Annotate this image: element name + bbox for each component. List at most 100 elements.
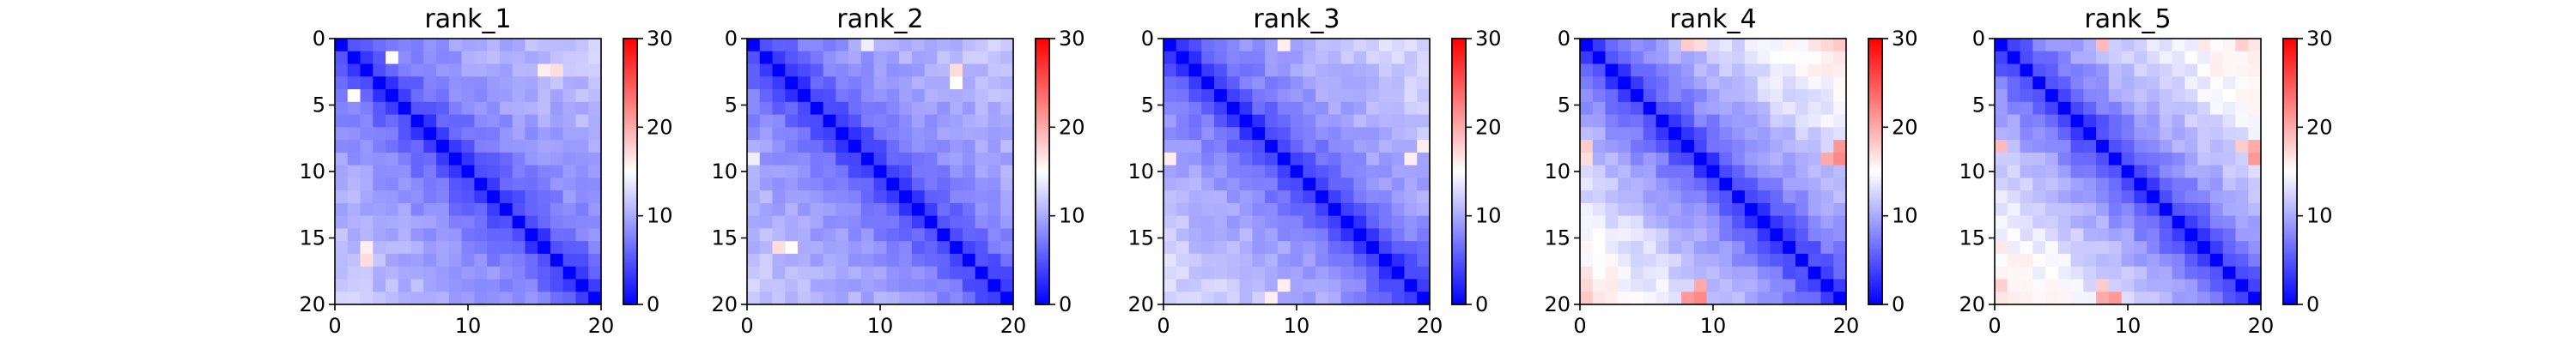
heatmap-cell [759,127,774,141]
heatmap-cell [1770,51,1783,65]
heatmap-cell [1795,76,1809,90]
heatmap-cell [1580,51,1594,65]
heatmap-cell [538,178,551,191]
heatmap-cell [360,140,374,153]
heatmap-cell [474,89,488,103]
heatmap-cell [1378,101,1393,116]
heatmap-cell [975,165,989,178]
heatmap-cell [1277,215,1291,230]
heatmap-cell [1290,241,1303,255]
heatmap-cell [1265,127,1279,141]
heatmap-cell [2108,76,2123,90]
heatmap-cell [860,253,875,268]
heatmap-cell [562,39,577,52]
heatmap-cell [448,39,463,52]
heatmap-cell [848,76,862,90]
heatmap-cell [1366,292,1380,305]
heatmap-cell [2096,39,2110,52]
heatmap-cell [848,114,862,128]
heatmap-cell [1366,51,1380,65]
heatmap-cell [924,39,939,52]
heatmap-cell [747,51,761,65]
heatmap-cell [1201,165,1215,178]
heatmap-cell [1795,63,1809,77]
heatmap-cell [1303,101,1316,116]
heatmap-cell [886,39,900,52]
heatmap-cell [461,152,475,166]
heatmap-cell [1252,178,1266,191]
heatmap-cell [1252,228,1266,242]
heatmap-cell [1631,266,1644,280]
heatmap-cell [1592,241,1607,255]
heatmap-cell [2108,190,2123,204]
heatmap-cell [423,140,437,153]
heatmap-cell [873,190,887,204]
heatmap-cell [1303,266,1316,280]
heatmap-cell [1681,114,1695,128]
colorbar-fill [2283,39,2297,304]
heatmap-cell [962,165,976,178]
heatmap-cell [1000,292,1014,305]
heatmap-cell [1744,228,1759,242]
heatmap-cell [1176,51,1190,65]
heatmap-cell [924,228,939,242]
heatmap-cell [2108,266,2123,280]
heatmap-cell [588,89,602,103]
heatmap-cell [1163,101,1177,116]
heatmap-cell [2121,266,2135,280]
heatmap-cell [461,114,475,128]
heatmap-cell [398,165,412,178]
heatmap-cell [1290,152,1303,166]
heatmap-cell [1353,190,1367,204]
heatmap-cell [747,39,761,52]
heatmap-cell [772,127,786,141]
colorbar-fill [1036,39,1049,304]
heatmap-cell [499,89,513,103]
heatmap-cell [1807,89,1822,103]
heatmap-cell [924,63,939,77]
heatmap-cell [785,127,799,141]
heatmap-cell [1668,215,1682,230]
heatmap-cell [2147,127,2160,141]
heatmap-cell [1807,51,1822,65]
heatmap-cell [1732,39,1746,52]
heatmap-cell [1391,127,1406,141]
heatmap-cell [347,165,361,178]
heatmap-cell [2020,76,2033,90]
heatmap-cell [335,190,349,204]
heatmap-cell [1605,140,1619,153]
heatmap-cell [512,114,526,128]
heatmap-cell [823,279,836,292]
heatmap-cell [873,63,887,77]
heatmap-cell [1732,266,1746,280]
heatmap-cell [360,51,374,65]
heatmap-cell [436,140,450,153]
heatmap-cell [2184,266,2198,280]
heatmap-cell [1757,89,1771,103]
heatmap-cell [1995,253,2008,268]
heatmap-cell [873,51,887,65]
heatmap-cell [1277,292,1291,305]
heatmap-cell [1757,63,1771,77]
heatmap-cell [2096,292,2110,305]
heatmap-cell [550,152,564,166]
heatmap-cell [1833,253,1847,268]
heatmap-cell [1404,178,1418,191]
heatmap-cell [335,241,349,255]
heatmap-cell [2184,152,2198,166]
heatmap-cell [911,51,926,65]
heatmap-cell [2070,178,2084,191]
heatmap-cell [911,39,926,52]
heatmap-cell [1732,178,1746,191]
heatmap-cell [1327,215,1342,230]
heatmap-cell [1417,266,1431,280]
heatmap-cell [1668,51,1682,65]
heatmap-cell [798,63,811,77]
heatmap-cell [538,228,551,242]
heatmap-cell [1592,140,1607,153]
heatmap-cell [1656,228,1669,242]
heatmap-cell [785,202,799,217]
heatmap-cell [772,266,786,280]
heatmap-cell [2045,292,2059,305]
heatmap-cell [2032,152,2046,166]
